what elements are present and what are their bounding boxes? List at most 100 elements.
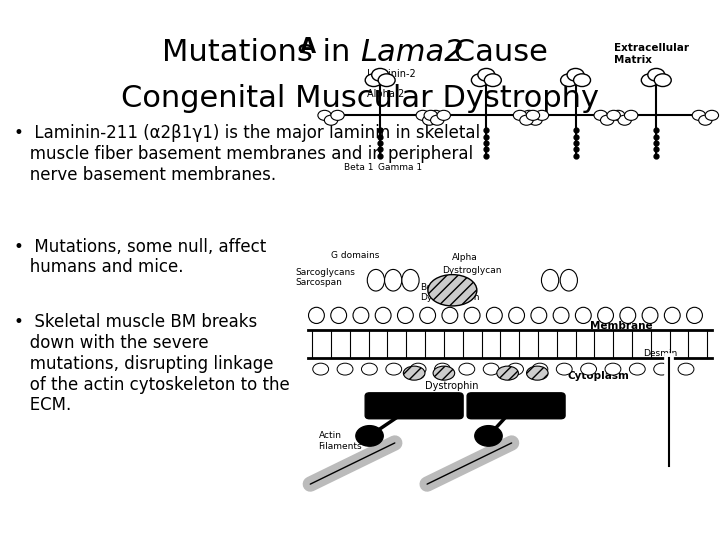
Text: Extracellular
Matrix: Extracellular Matrix [614, 43, 689, 65]
Circle shape [654, 74, 671, 86]
Ellipse shape [642, 307, 658, 323]
Circle shape [642, 74, 658, 86]
Circle shape [574, 74, 590, 86]
Circle shape [356, 426, 383, 446]
Ellipse shape [397, 307, 413, 323]
Circle shape [600, 115, 614, 125]
FancyBboxPatch shape [365, 393, 463, 418]
Ellipse shape [487, 307, 503, 323]
Circle shape [624, 110, 638, 120]
Ellipse shape [375, 307, 391, 323]
Circle shape [424, 110, 438, 120]
Circle shape [378, 74, 395, 86]
Ellipse shape [541, 269, 559, 291]
Ellipse shape [508, 307, 524, 323]
Text: Membrane: Membrane [590, 321, 653, 332]
Circle shape [337, 363, 353, 375]
Text: Desmin: Desmin [644, 348, 678, 357]
Circle shape [648, 69, 665, 81]
Circle shape [692, 110, 706, 120]
Circle shape [508, 363, 523, 375]
Circle shape [594, 110, 608, 120]
Circle shape [522, 110, 536, 120]
Circle shape [567, 69, 584, 81]
Ellipse shape [442, 307, 458, 323]
Circle shape [365, 74, 382, 86]
Text: Beta 1: Beta 1 [344, 163, 374, 172]
Text: Dystrophin: Dystrophin [425, 381, 478, 391]
Circle shape [324, 115, 338, 125]
Circle shape [472, 74, 488, 86]
Text: A: A [300, 37, 315, 57]
Circle shape [429, 110, 442, 120]
Ellipse shape [464, 307, 480, 323]
Circle shape [416, 110, 430, 120]
Circle shape [372, 69, 389, 81]
Text: Gamma 1: Gamma 1 [378, 163, 422, 172]
Text: Cause: Cause [444, 38, 548, 67]
Circle shape [526, 110, 540, 120]
Circle shape [528, 115, 542, 125]
Text: Lama2: Lama2 [360, 38, 464, 67]
Ellipse shape [598, 307, 613, 323]
Circle shape [459, 363, 474, 375]
Circle shape [330, 110, 344, 120]
Text: Alpha 2: Alpha 2 [367, 90, 405, 99]
Circle shape [698, 115, 712, 125]
Circle shape [478, 69, 495, 81]
Circle shape [312, 363, 328, 375]
Ellipse shape [560, 269, 577, 291]
Circle shape [483, 363, 499, 375]
Circle shape [607, 110, 621, 120]
Circle shape [431, 115, 444, 125]
Text: Laminin-2: Laminin-2 [367, 69, 416, 79]
Ellipse shape [687, 307, 703, 323]
Ellipse shape [367, 269, 384, 291]
Ellipse shape [308, 307, 324, 323]
Text: Congenital Muscular Dystrophy: Congenital Muscular Dystrophy [121, 84, 599, 113]
Ellipse shape [553, 307, 569, 323]
Circle shape [532, 363, 548, 375]
Circle shape [557, 363, 572, 375]
Text: Cytoplasm: Cytoplasm [567, 370, 629, 381]
Circle shape [654, 363, 670, 375]
Circle shape [611, 110, 625, 120]
Ellipse shape [665, 307, 680, 323]
Ellipse shape [353, 307, 369, 323]
Ellipse shape [384, 269, 402, 291]
Circle shape [513, 110, 527, 120]
Circle shape [705, 110, 719, 120]
Ellipse shape [620, 307, 636, 323]
Text: G domains: G domains [331, 251, 379, 260]
Ellipse shape [428, 275, 477, 306]
Circle shape [361, 363, 377, 375]
Ellipse shape [420, 307, 436, 323]
Text: •  Laminin-211 (α2β1γ1) is the major laminin in skeletal
   muscle fiber basemen: • Laminin-211 (α2β1γ1) is the major lami… [14, 124, 480, 184]
Text: •  Skeletal muscle BM breaks
   down with the severe
   mutations, disrupting li: • Skeletal muscle BM breaks down with th… [14, 313, 290, 414]
Circle shape [437, 110, 451, 120]
Circle shape [435, 363, 451, 375]
Circle shape [580, 363, 596, 375]
Circle shape [318, 110, 331, 120]
Text: •  Mutations, some null, affect
   humans and mice.: • Mutations, some null, affect humans an… [14, 238, 266, 276]
Circle shape [535, 110, 549, 120]
Text: Mutations in: Mutations in [162, 38, 360, 67]
Circle shape [410, 363, 426, 375]
Ellipse shape [575, 307, 591, 323]
Ellipse shape [497, 366, 518, 380]
Circle shape [605, 363, 621, 375]
Text: Alpha: Alpha [452, 253, 478, 262]
Circle shape [678, 363, 694, 375]
Ellipse shape [403, 366, 425, 380]
Ellipse shape [433, 366, 455, 380]
Circle shape [561, 74, 577, 86]
Text: Dystroglycan: Dystroglycan [442, 266, 501, 275]
Circle shape [386, 363, 402, 375]
Circle shape [520, 115, 534, 125]
Circle shape [629, 363, 645, 375]
Ellipse shape [330, 307, 346, 323]
Ellipse shape [402, 269, 419, 291]
Text: Sarcoglycans
Sarcospan: Sarcoglycans Sarcospan [295, 268, 355, 287]
Text: Beta
Dystroglycan: Beta Dystroglycan [420, 283, 480, 302]
Circle shape [474, 426, 502, 446]
